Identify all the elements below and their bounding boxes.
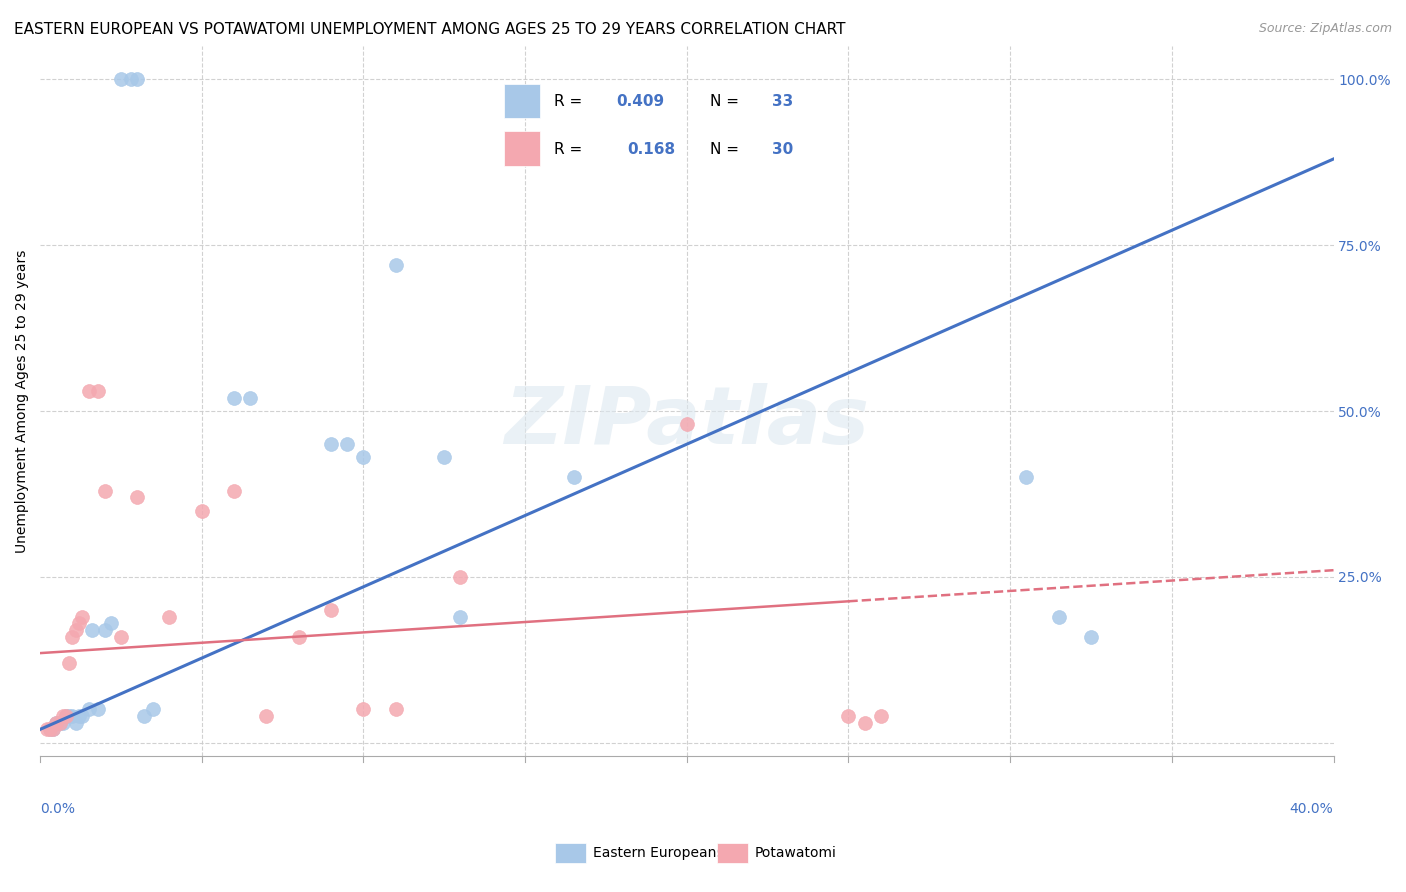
Point: [321, 437, 343, 451]
Point: [94, 483, 117, 498]
Point: [77, 384, 100, 398]
Text: Source: ZipAtlas.com: Source: ZipAtlas.com: [1258, 22, 1392, 36]
Point: [224, 391, 246, 405]
Point: [67, 709, 90, 723]
Point: [42, 723, 65, 737]
Point: [42, 723, 65, 737]
Point: [127, 490, 149, 504]
Point: [58, 709, 80, 723]
Point: [70, 609, 93, 624]
Point: [385, 258, 408, 272]
Point: [336, 437, 359, 451]
Point: [353, 702, 375, 716]
Point: [38, 723, 60, 737]
Point: [159, 609, 181, 624]
Point: [385, 702, 408, 716]
Point: [837, 709, 859, 723]
Point: [67, 616, 90, 631]
Point: [675, 417, 697, 432]
Point: [132, 709, 155, 723]
Point: [55, 709, 77, 723]
Point: [65, 623, 87, 637]
Point: [353, 450, 375, 465]
Point: [70, 709, 93, 723]
Point: [1015, 470, 1038, 484]
Text: ZIPatlas: ZIPatlas: [505, 384, 869, 461]
Point: [853, 715, 876, 730]
Point: [191, 503, 214, 517]
Point: [450, 609, 472, 624]
Point: [62, 630, 84, 644]
Point: [45, 715, 67, 730]
Point: [224, 483, 246, 498]
Point: [869, 709, 891, 723]
Text: Potawatomi: Potawatomi: [755, 846, 837, 860]
Text: 40.0%: 40.0%: [1289, 802, 1333, 816]
Point: [52, 709, 75, 723]
Point: [38, 723, 60, 737]
Point: [288, 630, 311, 644]
Point: [110, 630, 132, 644]
Point: [100, 616, 122, 631]
Point: [433, 450, 456, 465]
Point: [58, 656, 80, 670]
Point: [562, 470, 585, 484]
Point: [55, 709, 77, 723]
Text: Eastern Europeans: Eastern Europeans: [593, 846, 724, 860]
Point: [87, 384, 110, 398]
Point: [1047, 609, 1070, 624]
Point: [48, 715, 70, 730]
Text: EASTERN EUROPEAN VS POTAWATOMI UNEMPLOYMENT AMONG AGES 25 TO 29 YEARS CORRELATIO: EASTERN EUROPEAN VS POTAWATOMI UNEMPLOYM…: [14, 22, 845, 37]
Y-axis label: Unemployment Among Ages 25 to 29 years: Unemployment Among Ages 25 to 29 years: [15, 250, 30, 553]
Point: [45, 715, 67, 730]
Point: [80, 623, 103, 637]
Point: [321, 603, 343, 617]
Point: [94, 623, 117, 637]
Point: [62, 709, 84, 723]
Point: [142, 702, 165, 716]
Point: [239, 391, 262, 405]
Point: [256, 709, 278, 723]
Point: [127, 72, 149, 87]
Text: 0.0%: 0.0%: [41, 802, 75, 816]
Point: [1080, 630, 1102, 644]
Point: [110, 72, 132, 87]
Point: [65, 715, 87, 730]
Point: [48, 715, 70, 730]
Point: [52, 715, 75, 730]
Point: [450, 570, 472, 584]
Point: [35, 723, 58, 737]
Point: [120, 72, 142, 87]
Point: [77, 702, 100, 716]
Point: [87, 702, 110, 716]
